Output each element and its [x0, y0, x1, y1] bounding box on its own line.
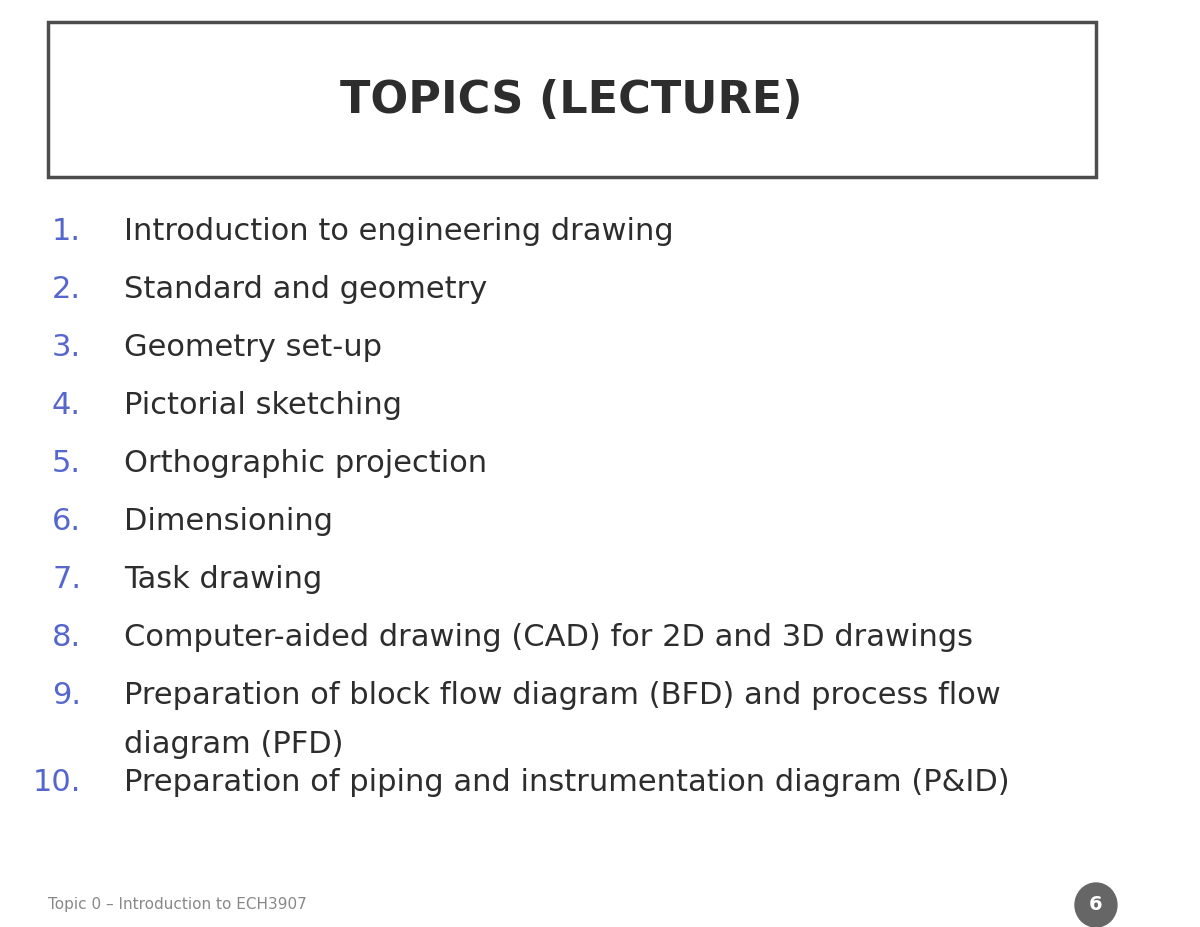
Text: 8.: 8. [52, 623, 82, 652]
Text: 6: 6 [1090, 895, 1103, 915]
Text: diagram (PFD): diagram (PFD) [124, 730, 343, 759]
Text: 5.: 5. [52, 449, 82, 478]
Text: Standard and geometry: Standard and geometry [124, 275, 487, 304]
Text: Task drawing: Task drawing [124, 565, 322, 594]
Text: TOPICS (LECTURE): TOPICS (LECTURE) [341, 79, 803, 121]
Text: 3.: 3. [52, 333, 82, 362]
Text: 10.: 10. [32, 768, 82, 797]
Text: 4.: 4. [52, 391, 82, 420]
Text: Dimensioning: Dimensioning [124, 507, 332, 536]
Text: 6.: 6. [52, 507, 82, 536]
Text: Computer-aided drawing (CAD) for 2D and 3D drawings: Computer-aided drawing (CAD) for 2D and … [124, 623, 973, 652]
Text: Introduction to engineering drawing: Introduction to engineering drawing [124, 217, 673, 246]
Text: Preparation of piping and instrumentation diagram (P&ID): Preparation of piping and instrumentatio… [124, 768, 1009, 797]
Text: 7.: 7. [52, 565, 82, 594]
Text: Topic 0 – Introduction to ECH3907: Topic 0 – Introduction to ECH3907 [48, 897, 306, 912]
Text: Orthographic projection: Orthographic projection [124, 449, 487, 478]
Text: 9.: 9. [52, 681, 82, 710]
FancyBboxPatch shape [48, 22, 1096, 177]
Text: Pictorial sketching: Pictorial sketching [124, 391, 402, 420]
Text: Geometry set-up: Geometry set-up [124, 333, 382, 362]
Text: 1.: 1. [52, 217, 82, 246]
Circle shape [1075, 883, 1117, 927]
Text: 2.: 2. [52, 275, 82, 304]
Text: Preparation of block flow diagram (BFD) and process flow: Preparation of block flow diagram (BFD) … [124, 681, 1001, 710]
